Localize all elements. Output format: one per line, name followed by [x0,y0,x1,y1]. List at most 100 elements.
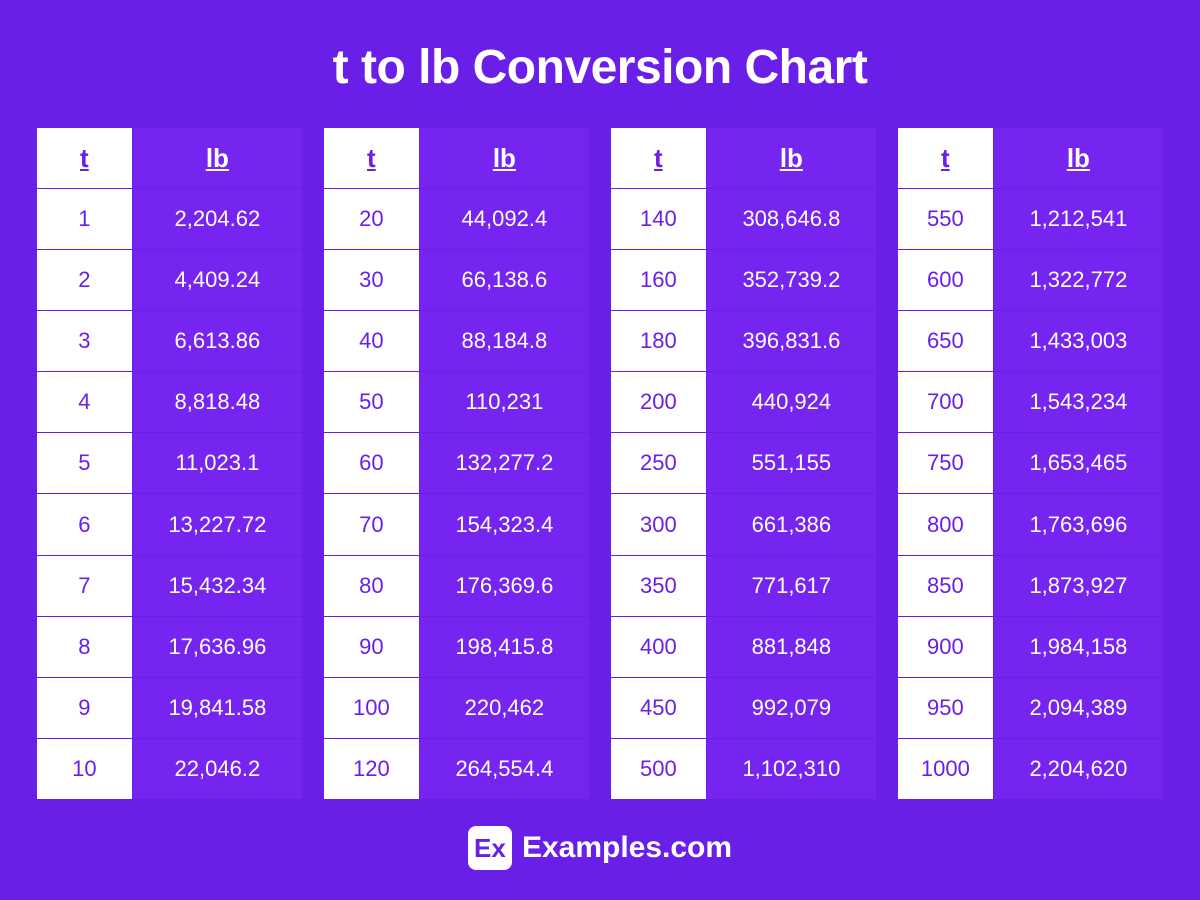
cell-lb: 13,227.72 [132,494,302,555]
cell-lb: 154,323.4 [419,494,589,555]
table-row: 36,613.86 [37,311,303,372]
conversion-table-2: tlb2044,092.43066,138.64088,184.850110,2… [323,127,590,800]
table-row: 300661,386 [611,494,877,555]
table-row: 100220,462 [324,677,590,738]
cell-lb: 66,138.6 [419,250,589,311]
cell-lb: 551,155 [706,433,876,494]
cell-lb: 1,873,927 [993,555,1163,616]
cell-t: 60 [324,433,420,494]
cell-t: 8 [37,616,133,677]
table-row: 7001,543,234 [898,372,1164,433]
table-row: 1022,046.2 [37,738,303,799]
footer: Ex Examples.com [468,826,732,870]
header-lb: lb [993,128,1163,189]
cell-t: 180 [611,311,707,372]
cell-t: 9 [37,677,133,738]
header-lb: lb [706,128,876,189]
header-lb: lb [132,128,302,189]
table-row: 200440,924 [611,372,877,433]
cell-lb: 1,653,465 [993,433,1163,494]
cell-lb: 1,763,696 [993,494,1163,555]
table-row: 9001,984,158 [898,616,1164,677]
table-row: 919,841.58 [37,677,303,738]
cell-lb: 88,184.8 [419,311,589,372]
table-row: 3066,138.6 [324,250,590,311]
table-row: 8001,763,696 [898,494,1164,555]
cell-t: 20 [324,189,420,250]
cell-t: 250 [611,433,707,494]
cell-t: 950 [898,677,994,738]
header-lb: lb [419,128,589,189]
table-row: 24,409.24 [37,250,303,311]
table-row: 140308,646.8 [611,189,877,250]
table-row: 180396,831.6 [611,311,877,372]
table-row: 160352,739.2 [611,250,877,311]
cell-t: 140 [611,189,707,250]
table-row: 6501,433,003 [898,311,1164,372]
cell-lb: 132,277.2 [419,433,589,494]
cell-t: 3 [37,311,133,372]
header-t: t [611,128,707,189]
table-row: 12,204.62 [37,189,303,250]
cell-lb: 661,386 [706,494,876,555]
table-row: 60132,277.2 [324,433,590,494]
cell-lb: 352,739.2 [706,250,876,311]
table-row: 400881,848 [611,616,877,677]
conversion-table-1: tlb12,204.6224,409.2436,613.8648,818.485… [36,127,303,800]
cell-t: 200 [611,372,707,433]
table-row: 9502,094,389 [898,677,1164,738]
cell-t: 120 [324,738,420,799]
cell-t: 6 [37,494,133,555]
brand-label: Examples.com [522,831,732,865]
cell-t: 800 [898,494,994,555]
table-row: 817,636.96 [37,616,303,677]
cell-t: 350 [611,555,707,616]
table-row: 250551,155 [611,433,877,494]
cell-t: 1000 [898,738,994,799]
cell-t: 160 [611,250,707,311]
header-t: t [324,128,420,189]
cell-t: 100 [324,677,420,738]
cell-lb: 881,848 [706,616,876,677]
cell-t: 600 [898,250,994,311]
cell-lb: 220,462 [419,677,589,738]
table-row: 50110,231 [324,372,590,433]
table-row: 715,432.34 [37,555,303,616]
cell-lb: 1,984,158 [993,616,1163,677]
cell-t: 900 [898,616,994,677]
cell-t: 550 [898,189,994,250]
cell-t: 850 [898,555,994,616]
cell-t: 700 [898,372,994,433]
cell-lb: 1,322,772 [993,250,1163,311]
table-row: 80176,369.6 [324,555,590,616]
cell-t: 70 [324,494,420,555]
cell-lb: 19,841.58 [132,677,302,738]
table-row: 7501,653,465 [898,433,1164,494]
cell-t: 40 [324,311,420,372]
cell-lb: 440,924 [706,372,876,433]
cell-lb: 1,102,310 [706,738,876,799]
cell-lb: 4,409.24 [132,250,302,311]
cell-t: 30 [324,250,420,311]
table-row: 350771,617 [611,555,877,616]
table-row: 120264,554.4 [324,738,590,799]
cell-t: 1 [37,189,133,250]
cell-t: 650 [898,311,994,372]
table-row: 90198,415.8 [324,616,590,677]
cell-t: 450 [611,677,707,738]
page-title: t to lb Conversion Chart [333,40,868,95]
cell-lb: 44,092.4 [419,189,589,250]
table-row: 5001,102,310 [611,738,877,799]
logo-icon: Ex [468,826,512,870]
cell-lb: 110,231 [419,372,589,433]
conversion-table-4: tlb5501,212,5416001,322,7726501,433,0037… [897,127,1164,800]
table-row: 5501,212,541 [898,189,1164,250]
table-row: 10002,204,620 [898,738,1164,799]
cell-t: 300 [611,494,707,555]
table-row: 8501,873,927 [898,555,1164,616]
cell-lb: 771,617 [706,555,876,616]
cell-lb: 1,543,234 [993,372,1163,433]
cell-lb: 992,079 [706,677,876,738]
cell-lb: 8,818.48 [132,372,302,433]
cell-lb: 198,415.8 [419,616,589,677]
